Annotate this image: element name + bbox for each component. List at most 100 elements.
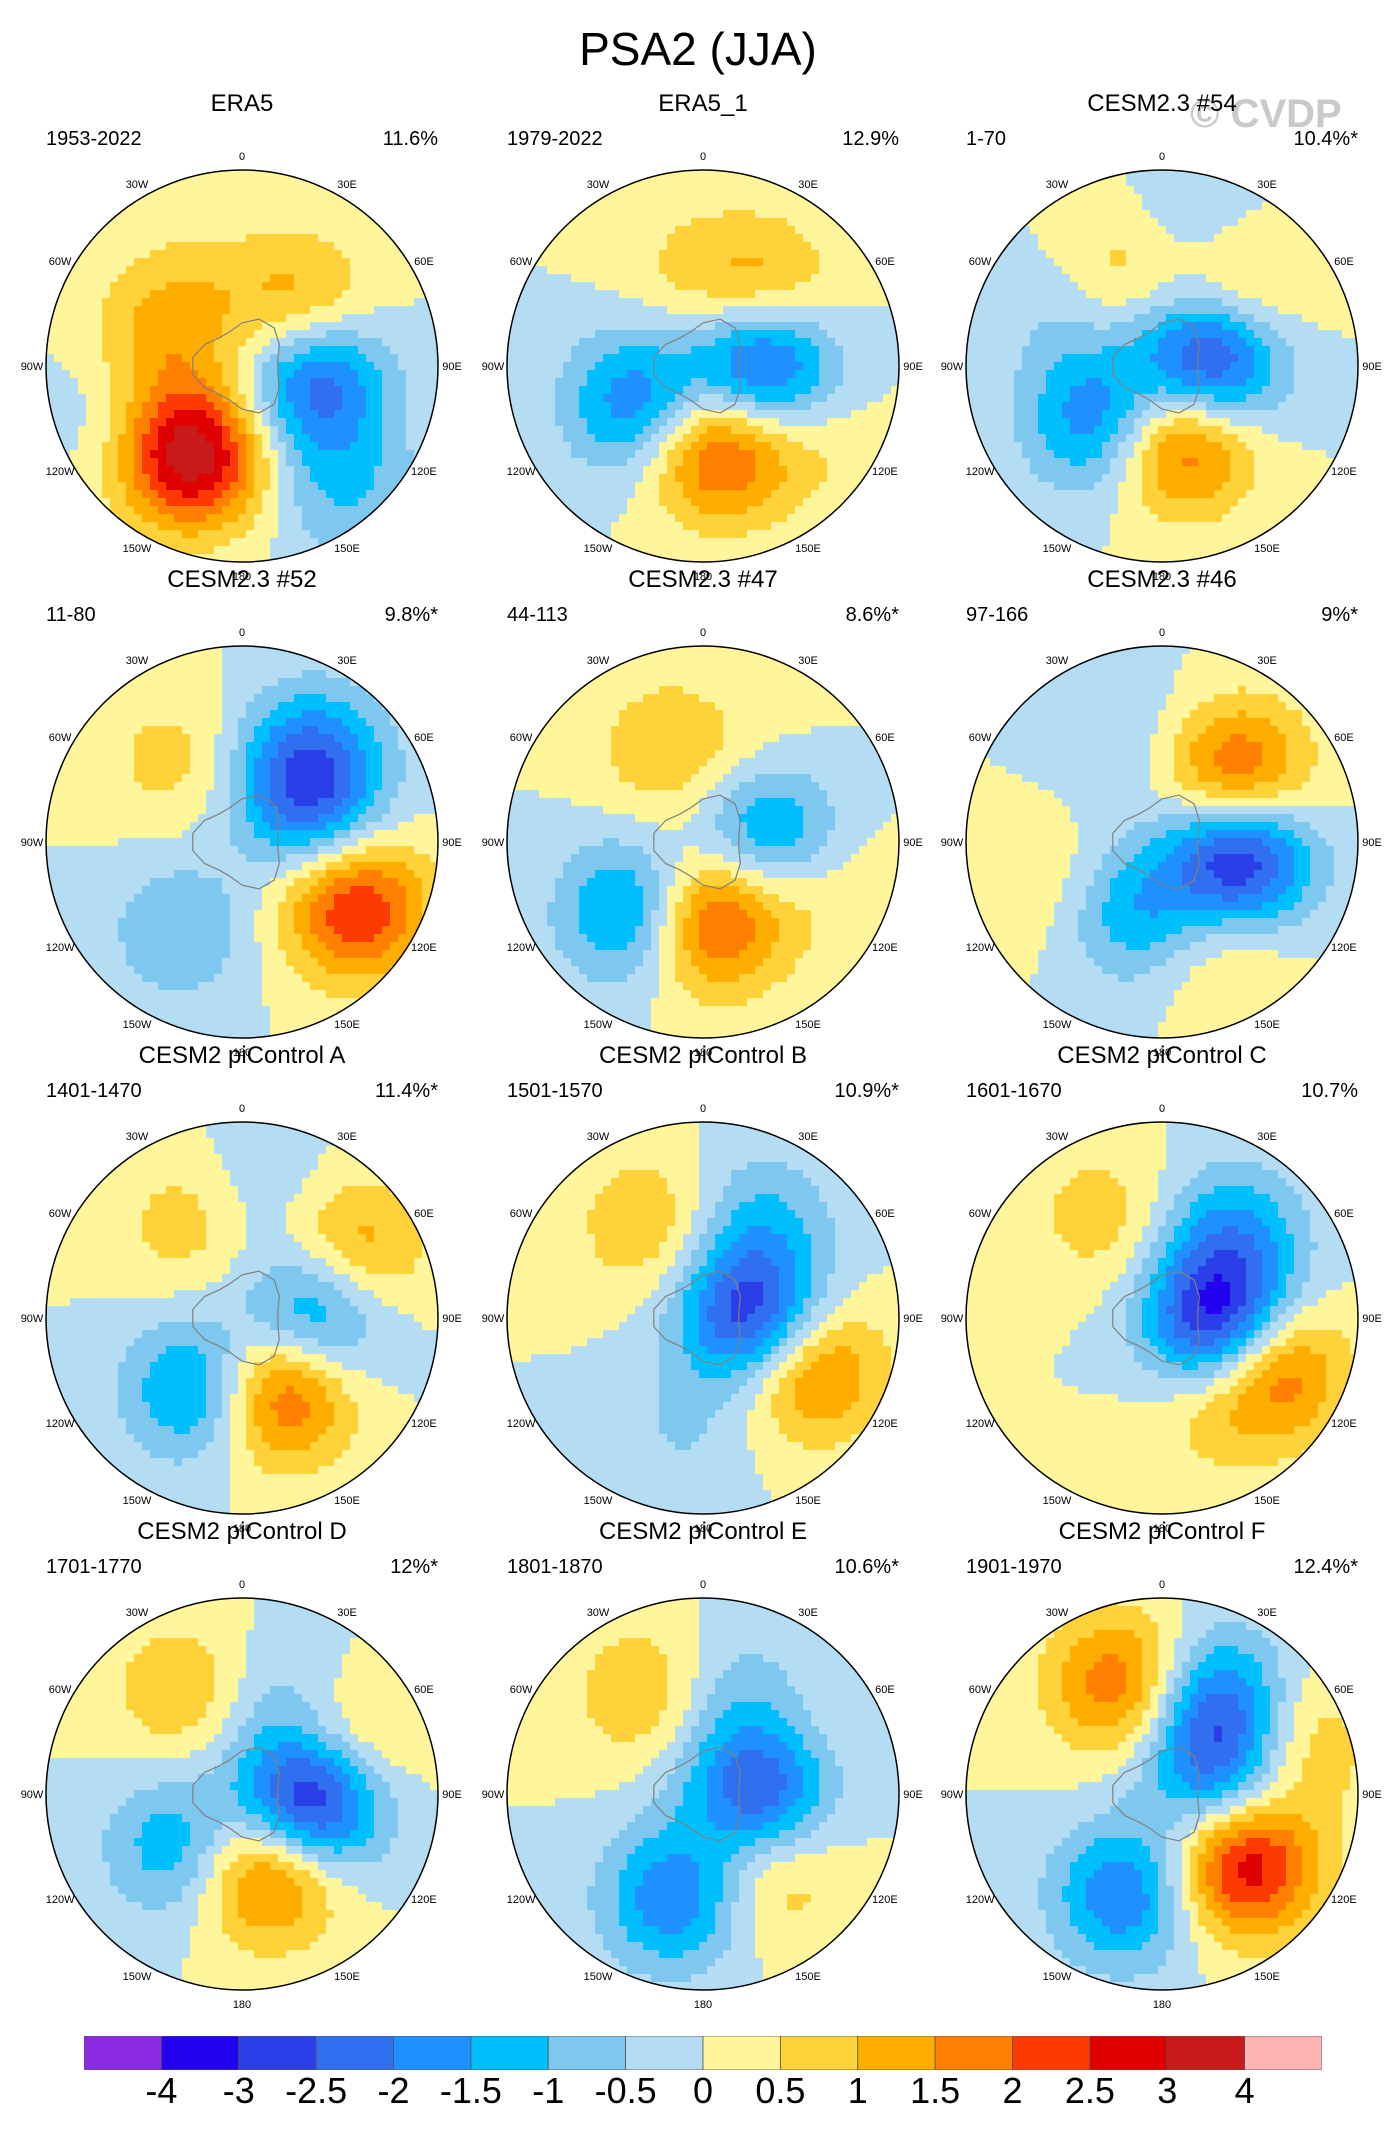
longitude-label: 120E [1331,466,1357,478]
longitude-label: 90W [941,1313,964,1325]
longitude-label: 180 [694,571,712,583]
panel-title: CESM2 piControl B [503,1042,903,1070]
longitude-label: 60E [1334,1208,1354,1220]
longitude-label: 30E [1257,655,1277,667]
longitude-label: 30E [798,179,818,191]
colorbar-box [857,2036,936,2070]
map-border [506,645,900,1039]
panel-years: 97-166 [966,604,1028,627]
panel-percent: 9%* [1321,604,1358,627]
colorbar-tick-label: 4 [1205,2070,1285,2112]
longitude-label: 0 [700,1103,706,1115]
longitude-label: 150E [334,1971,360,1983]
longitude-label: 90E [442,1313,462,1325]
map-panel-9: 0 30E 60E 90E 120E 150E 180 150W 120W 90W 60W 30W [941,1103,1382,1535]
panel-years: 1601-1670 [966,1080,1062,1103]
panel-years: 1701-1770 [46,1556,142,1579]
longitude-label: 90W [21,1313,44,1325]
longitude-label: 30E [1257,1131,1277,1143]
map-border [45,1121,439,1515]
antarctica-outline [192,318,280,414]
colorbar-box [315,2036,394,2070]
colorbar-tick-label: -4 [121,2070,201,2112]
colorbar-box [547,2036,627,2070]
longitude-label: 0 [700,627,706,639]
longitude-label: 90E [903,1789,923,1801]
longitude-label: 60W [969,1208,992,1220]
longitude-label: 120W [46,1894,75,1906]
longitude-label: 120E [411,1418,437,1430]
longitude-label: 120W [46,466,75,478]
colorbar-tick-label: 0 [663,2070,743,2112]
anomaly-field [507,1598,899,1990]
longitude-label: 30E [337,1131,357,1143]
panel-percent: 10.4%* [1294,128,1359,151]
anomaly-field [507,170,899,562]
longitude-label: 30E [1257,1607,1277,1619]
longitude-label: 60W [969,256,992,268]
longitude-label: 30E [337,179,357,191]
longitude-label: 120E [872,1418,898,1430]
longitude-label: 60W [510,1684,533,1696]
antarctica-outline [653,318,741,414]
longitude-label: 30E [1257,179,1277,191]
panel-percent: 10.9%* [835,1080,900,1103]
longitude-label: 90E [1362,361,1382,373]
longitude-label: 60E [875,256,895,268]
longitude-label: 120W [966,942,995,954]
antarctica-outline [1112,1746,1200,1842]
longitude-label: 30E [337,655,357,667]
panel-title: CESM2.3 #46 [962,566,1362,594]
antarctica-outline [653,1746,741,1842]
longitude-label: 120W [507,942,536,954]
colorbar-box [393,2036,472,2070]
panel-percent: 11.4%* [375,1080,438,1103]
longitude-label: 150E [1254,1971,1280,1983]
panel-title: CESM2 piControl F [962,1518,1362,1546]
longitude-label: 90W [941,1789,964,1801]
longitude-label: 30W [1046,1607,1069,1619]
longitude-label: 30W [126,1607,149,1619]
longitude-label: 0 [239,151,245,163]
longitude-label: 150E [795,1971,821,1983]
longitude-label: 60E [414,1208,434,1220]
longitude-label: 120W [966,466,995,478]
longitude-label: 120E [1331,1894,1357,1906]
longitude-label: 90W [21,361,44,373]
longitude-label: 180 [694,1047,712,1059]
panel-percent: 12.4%* [1294,1556,1359,1579]
antarctica-outline [653,1270,741,1366]
longitude-label: 30W [587,1607,610,1619]
longitude-label: 60W [969,1684,992,1696]
longitude-label: 150W [1043,1971,1072,1983]
longitude-label: 90E [442,361,462,373]
panel-percent: 11.6% [383,128,438,151]
anomaly-field [966,1598,1358,1990]
longitude-label: 30W [126,1131,149,1143]
antarctica-outline [192,1746,280,1842]
panel-percent: 12%* [390,1556,438,1579]
colorbar-box [1089,2036,1168,2070]
map-border [45,169,439,563]
longitude-label: 0 [1159,1579,1165,1591]
panel-title: CESM2 piControl E [503,1518,903,1546]
map-panel-8: 0 30E 60E 90E 120E 150E 180 150W 120W 90W 60W 30W [482,1103,923,1535]
panel-years: 1901-1970 [966,1556,1062,1579]
panel-grid: 0 30E 60E 90E 120E 150E 180 150W 120W 90W 60W 30W 0 3… [21,151,1382,2011]
antarctica-outline [653,794,741,890]
longitude-label: 60E [414,1684,434,1696]
colorbar-tick-label: -3 [199,2070,279,2112]
panel-title: CESM2 piControl C [962,1042,1362,1070]
colorbar-box [238,2036,317,2070]
longitude-label: 120E [411,1894,437,1906]
longitude-label: 150W [584,543,613,555]
map-panel-5: 0 30E 60E 90E 120E 150E 180 150W 120W 90W 60W 30W [482,627,923,1059]
longitude-label: 60W [969,732,992,744]
longitude-label: 180 [694,1523,712,1535]
colorbar-box [934,2036,1013,2070]
panel-years: 1801-1870 [507,1556,603,1579]
longitude-label: 120E [411,942,437,954]
panel-title: CESM2.3 #47 [503,566,903,594]
longitude-label: 0 [1159,1103,1165,1115]
colorbar-tick-label: -0.5 [586,2070,666,2112]
